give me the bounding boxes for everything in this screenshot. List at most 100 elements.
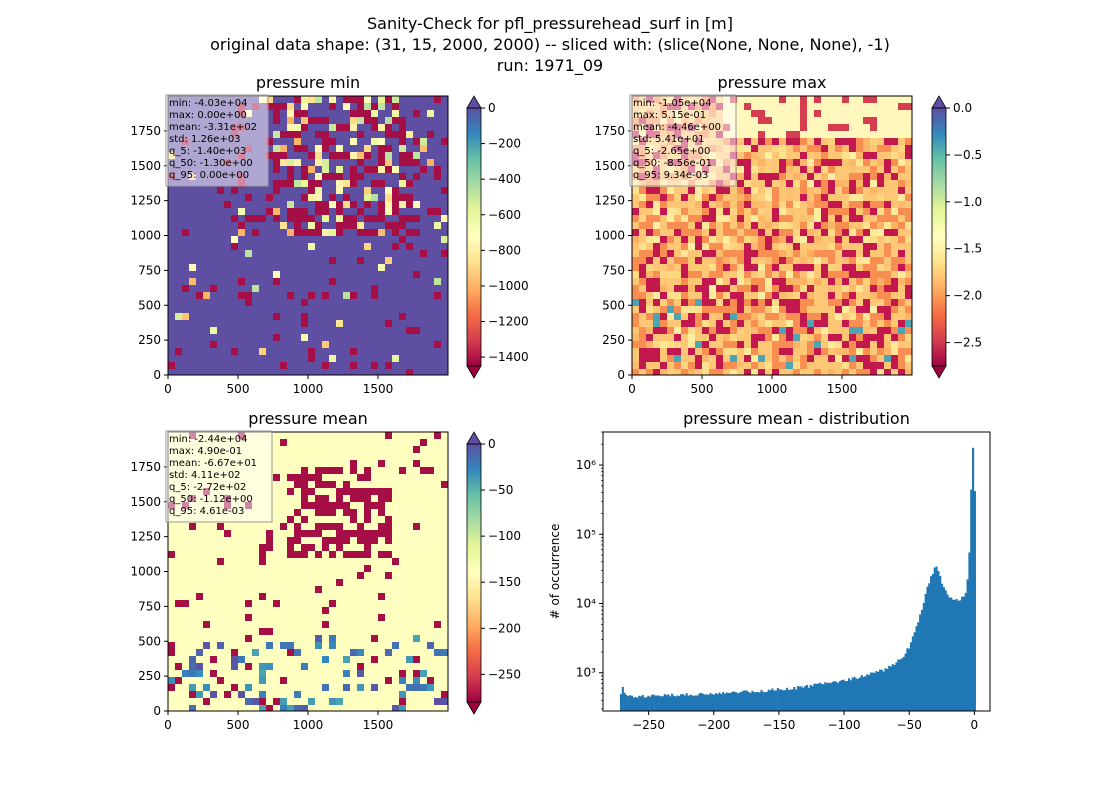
histogram-bar (640, 696, 643, 711)
heatmap-cell (856, 250, 863, 257)
heatmap-cell (674, 264, 681, 271)
heatmap-cell (441, 236, 448, 243)
heatmap-cell (632, 250, 639, 257)
heatmap-cell (702, 236, 709, 243)
heatmap-cell (905, 117, 912, 124)
heatmap-cell (786, 152, 793, 159)
heatmap-cell (821, 187, 828, 194)
y-tick-label: 0 (153, 368, 161, 382)
heatmap-cell (709, 215, 716, 222)
heatmap-cell (639, 292, 646, 299)
heatmap-cell (723, 229, 730, 236)
heatmap-cell (849, 320, 856, 327)
heatmap-cell (765, 306, 772, 313)
heatmap-cell (793, 292, 800, 299)
heatmap-cell (877, 124, 884, 131)
heatmap-cell (828, 173, 835, 180)
heatmap-cell (765, 341, 772, 348)
histogram-bar (663, 694, 666, 711)
colorbar-gradient (467, 108, 481, 366)
histogram-bar (775, 690, 778, 711)
heatmap-cell (821, 152, 828, 159)
heatmap-cell (737, 292, 744, 299)
heatmap-cell (688, 278, 695, 285)
heatmap-cell (807, 278, 814, 285)
histogram-bar (676, 695, 679, 711)
heatmap-cell (814, 313, 821, 320)
histogram-bar (785, 687, 789, 711)
heatmap-cell (814, 180, 821, 187)
heatmap-cell (842, 166, 849, 173)
heatmap-cell (744, 215, 751, 222)
heatmap-cell (828, 292, 835, 299)
heatmap-cell (308, 488, 315, 495)
heatmap-cell (681, 334, 688, 341)
heatmap-cell (646, 355, 653, 362)
heatmap-cell (737, 152, 744, 159)
heatmap-cell (252, 215, 259, 222)
heatmap-cell (336, 537, 343, 544)
heatmap-cell (793, 222, 800, 229)
heatmap-cell (793, 173, 800, 180)
heatmap-cell (800, 166, 807, 173)
heatmap-cell (870, 257, 877, 264)
heatmap-cell (210, 691, 217, 698)
heatmap-cell (688, 299, 695, 306)
heatmap-cell (779, 215, 786, 222)
heatmap-cell (322, 201, 329, 208)
histogram-bar (674, 696, 677, 711)
heatmap-cell (891, 243, 898, 250)
heatmap-cell (695, 299, 702, 306)
heatmap-cell (786, 208, 793, 215)
heatmap-cell (898, 145, 905, 152)
heatmap-cell (758, 103, 765, 110)
heatmap-cell (737, 327, 744, 334)
heatmap-cell (301, 180, 308, 187)
heatmap-cell (266, 103, 273, 110)
histogram-bar (793, 686, 796, 711)
histogram-bar (776, 688, 779, 711)
heatmap-cell (660, 222, 667, 229)
heatmap-cell (793, 145, 800, 152)
histogram-bar (795, 689, 798, 711)
heatmap-cell (385, 537, 392, 544)
heatmap-cell (779, 208, 786, 215)
heatmap-cell (203, 642, 210, 649)
heatmap-cell (350, 117, 357, 124)
heatmap-cell (807, 152, 814, 159)
heatmap-cell (273, 152, 280, 159)
heatmap-cell (758, 117, 765, 124)
heatmap-cell (800, 152, 807, 159)
heatmap-cell (674, 194, 681, 201)
heatmap-cell (744, 229, 751, 236)
heatmap-cell (343, 656, 350, 663)
heatmap-cell (765, 327, 772, 334)
heatmap-cell (287, 474, 294, 481)
heatmap-cell (392, 201, 399, 208)
heatmap-cell (632, 236, 639, 243)
heatmap-cell (667, 355, 674, 362)
y-tick-label: 250 (138, 669, 161, 683)
heatmap-cell (877, 159, 884, 166)
heatmap-cell (273, 313, 280, 320)
heatmap-cell (891, 103, 898, 110)
heatmap-cell (877, 327, 884, 334)
heatmap-cell (231, 656, 238, 663)
heatmap-cell (357, 537, 364, 544)
heatmap-cell (772, 369, 779, 375)
heatmap-cell (828, 369, 835, 375)
heatmap-cell (842, 194, 849, 201)
heatmap-cell (877, 264, 884, 271)
heatmap-cell (863, 278, 870, 285)
heatmap-cell (357, 523, 364, 530)
heatmap-cell (681, 306, 688, 313)
heatmap-cell (751, 145, 758, 152)
histogram-bar (873, 672, 876, 711)
heatmap-cell (737, 271, 744, 278)
heatmap-cell (674, 327, 681, 334)
heatmap-cell (695, 327, 702, 334)
heatmap-cell (322, 481, 329, 488)
heatmap-cell (758, 145, 765, 152)
heatmap-cell (667, 327, 674, 334)
heatmap-cell (800, 215, 807, 222)
